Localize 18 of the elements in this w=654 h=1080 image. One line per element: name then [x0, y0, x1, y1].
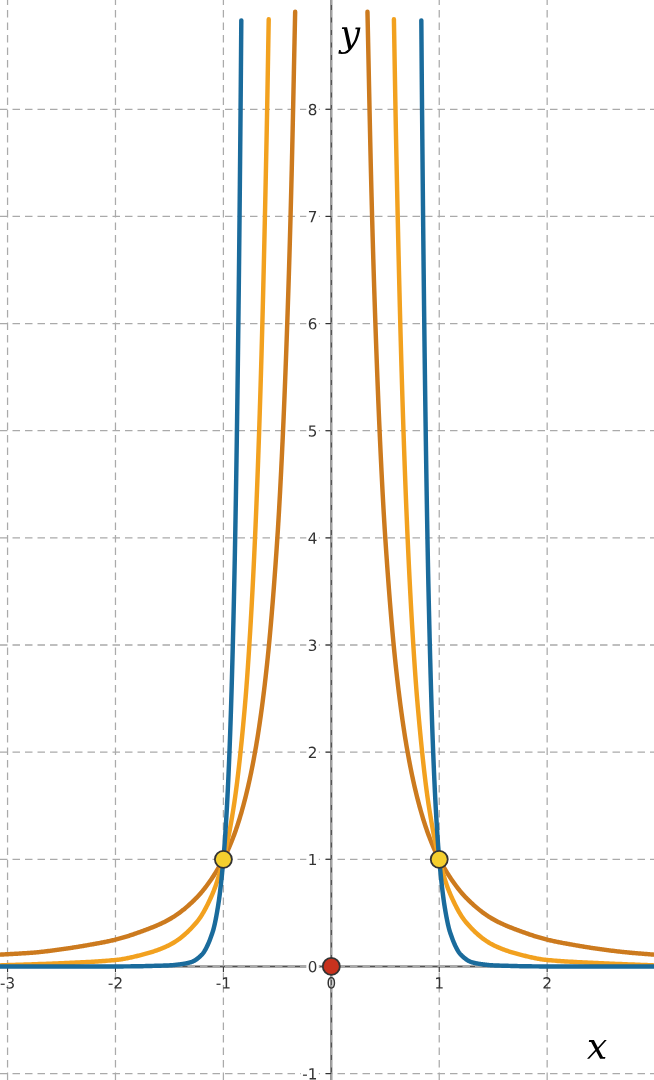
- y-tick-label: 0: [308, 960, 317, 973]
- y-axis-title: y: [338, 27, 361, 54]
- y-tick-label: 1: [309, 853, 317, 866]
- y-tick-label: 5: [308, 425, 317, 437]
- y-tick-label: -1: [302, 1068, 317, 1080]
- x-tick-label: -1: [216, 977, 230, 989]
- y-tick-label: 2: [308, 746, 316, 758]
- y-tick-label: 4: [308, 532, 317, 544]
- y-tick-label: 6: [308, 318, 317, 330]
- x-tick-label: -3: [0, 977, 14, 989]
- y-tick-label: 7: [308, 211, 317, 223]
- y-tick-label: 8: [308, 103, 317, 116]
- x-tick-label: -2: [108, 977, 122, 989]
- x-tick-label: 2: [543, 977, 551, 989]
- x-tick-label: 1: [436, 977, 443, 989]
- x-axis-title: x: [587, 1040, 607, 1059]
- y-tick-label: 3: [308, 639, 317, 652]
- x-tick-label: 0: [327, 977, 336, 989]
